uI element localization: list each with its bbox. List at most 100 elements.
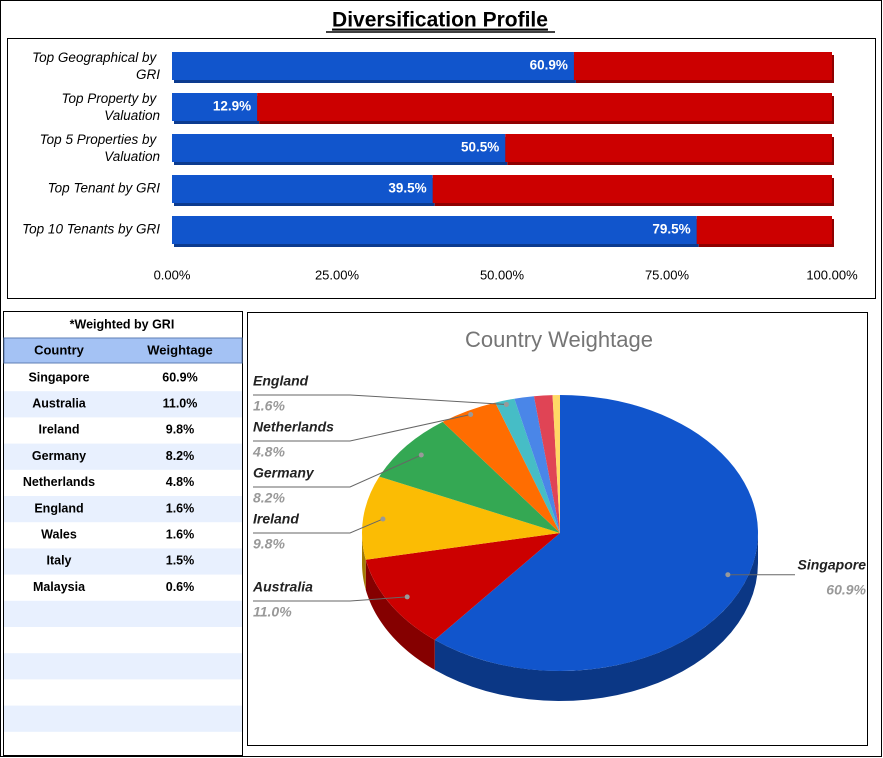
pie-slice xyxy=(362,476,560,560)
leader-dot xyxy=(503,401,509,407)
table-row-bg xyxy=(4,548,242,575)
bar-frame xyxy=(7,38,876,299)
x-tick-label: 75.00% xyxy=(645,267,690,282)
pie-slice xyxy=(533,395,560,533)
slice-value: 11.0% xyxy=(253,604,292,620)
value-label: 50.5% xyxy=(461,140,499,155)
leader-dot xyxy=(725,572,731,578)
table-header: Weightage xyxy=(147,342,213,357)
pie-slice xyxy=(365,533,560,640)
table-cell: 4.8% xyxy=(166,475,195,489)
slice-label: Singapore xyxy=(798,557,867,573)
leader-line xyxy=(253,454,422,488)
pie-side xyxy=(434,533,758,701)
pie-slice xyxy=(495,398,560,533)
table-cell: 1.5% xyxy=(166,554,195,568)
table-row-bg xyxy=(4,653,242,680)
table-cell: Wales xyxy=(41,527,77,541)
pie-slice xyxy=(514,396,560,533)
pie-slice xyxy=(434,395,759,672)
table-header: Country xyxy=(34,342,85,357)
table-frame xyxy=(3,311,243,756)
slice-label: Ireland xyxy=(253,511,299,527)
slice-label: Germany xyxy=(253,465,315,481)
bar-segment xyxy=(172,134,506,162)
category-line: Top Geographical by xyxy=(32,50,160,65)
leader-line xyxy=(253,518,384,534)
bar-segment xyxy=(573,52,832,80)
x-tick-label: 100.00% xyxy=(806,267,858,282)
x-tick-label: 25.00% xyxy=(315,267,360,282)
table-cell: Singapore xyxy=(28,370,89,384)
table-cell: Malaysia xyxy=(33,580,86,594)
bar-segment xyxy=(432,175,832,203)
category-line: Valuation xyxy=(104,149,160,164)
category-line: Top Property by xyxy=(61,91,160,106)
table-row-bg xyxy=(4,443,242,470)
bar-segment xyxy=(505,134,832,162)
table-cell: Italy xyxy=(46,554,71,568)
table-cell: 8.2% xyxy=(166,449,195,463)
pie-title: Country Weightage xyxy=(465,327,653,352)
table-cell: 60.9% xyxy=(162,370,197,384)
table-cell: 1.6% xyxy=(166,501,195,515)
table-cell: Germany xyxy=(32,449,86,463)
leader-dot xyxy=(418,452,424,458)
slice-value: 9.8% xyxy=(253,536,285,552)
table-row-bg xyxy=(4,391,242,418)
table-cell: England xyxy=(34,501,83,515)
table-cell: 1.6% xyxy=(166,527,195,541)
slice-value: 8.2% xyxy=(253,490,285,506)
table-cell: 0.6% xyxy=(166,580,195,594)
table-cell: Australia xyxy=(32,396,87,410)
bar-segment xyxy=(257,93,832,121)
leader-dot xyxy=(404,594,410,600)
x-tick-label: 50.00% xyxy=(480,267,525,282)
table-row-bg xyxy=(4,705,242,732)
bar-segment xyxy=(172,175,433,203)
bar-segment xyxy=(172,52,574,80)
slice-value: 60.9% xyxy=(826,582,866,598)
table-cell: Ireland xyxy=(39,423,80,437)
category-label: Top Property by Valuation xyxy=(61,91,160,123)
table-cell: Netherlands xyxy=(23,475,95,489)
pie-frame xyxy=(247,312,868,746)
category-line: Valuation xyxy=(104,108,160,123)
value-label: 60.9% xyxy=(530,58,568,73)
leader-dot xyxy=(380,516,386,522)
pie-side xyxy=(365,559,435,670)
leader-dot xyxy=(468,412,474,418)
pie-slice xyxy=(442,402,560,533)
category-label: Top 5 Properties by Valuation xyxy=(40,132,160,164)
bar-segment xyxy=(172,93,258,121)
category-line: GRI xyxy=(136,67,160,82)
table-cell: 11.0% xyxy=(163,396,198,410)
category-line: Top 5 Properties by xyxy=(40,132,160,147)
value-label: 12.9% xyxy=(213,99,251,114)
category-label: Top Tenant by GRI xyxy=(48,181,161,196)
table-row-bg xyxy=(4,600,242,627)
slice-label: Netherlands xyxy=(253,419,334,435)
table-cell: 9.8% xyxy=(166,423,195,437)
value-label: 39.5% xyxy=(388,181,426,196)
table-header-bg xyxy=(3,337,243,364)
x-tick-label: 0.00% xyxy=(154,267,191,282)
category-label: Top 10 Tenants by GRI xyxy=(22,222,160,237)
slice-value: 1.6% xyxy=(253,398,285,414)
table-title: *Weighted by GRI xyxy=(70,317,175,331)
bar-segment xyxy=(696,216,832,244)
pie-slice xyxy=(379,421,560,533)
table-row-bg xyxy=(4,496,242,523)
bar-segment xyxy=(172,216,697,244)
leader-line xyxy=(253,394,507,405)
value-label: 79.5% xyxy=(652,222,690,237)
slice-label: Australia xyxy=(252,579,313,595)
slice-label: England xyxy=(253,373,309,389)
pie-slice xyxy=(552,395,560,533)
category-label: Top Geographical by GRI xyxy=(32,50,160,82)
leader-line xyxy=(253,596,408,602)
pie-side xyxy=(362,533,366,590)
page-title: Diversification Profile xyxy=(332,9,548,32)
